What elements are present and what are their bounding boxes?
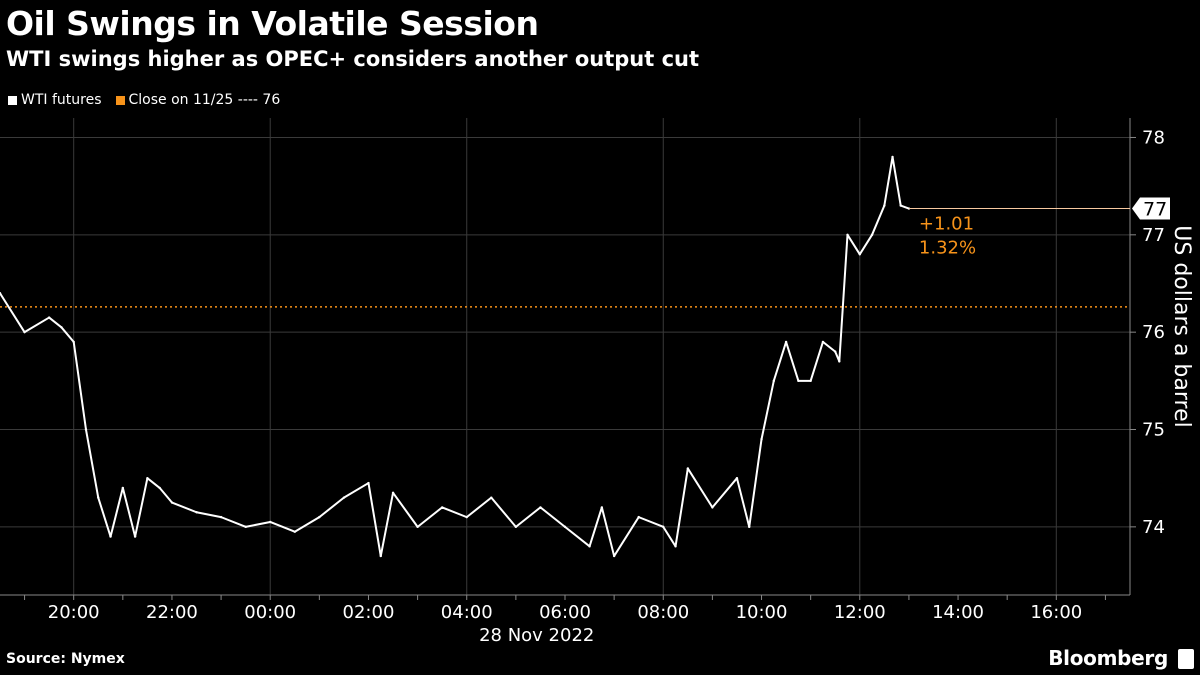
series-point-wti [23,330,26,334]
series-point-wti [170,501,174,504]
series-point-wti [838,360,841,363]
chart-subtitle: WTI swings higher as OPEC+ considers ano… [6,47,700,71]
series-point-wti [514,525,518,529]
series-point-wti [834,350,837,353]
series-point-wti [146,476,149,480]
legend: WTI futures Close on 11/25 ---- 76 [8,92,290,108]
brand-logo: Bloomberg [1048,646,1168,670]
series-point-wti [539,506,542,509]
series-point-wti [821,340,825,344]
series-point-wti [891,155,894,159]
series-point-wti [109,535,112,538]
series-point-wti [269,520,272,524]
series-point-wti [97,496,100,499]
change-abs-label: +1.01 [919,214,974,235]
x-tick-label: 14:00 [932,602,984,623]
series-point-wti [158,486,161,490]
series-point-wti [195,511,198,514]
series-point-wti [133,535,137,538]
source-note: Source: Nymex [6,651,125,667]
series-point-wti [899,204,902,207]
series-point-wti [772,379,776,383]
x-tick-label: 12:00 [834,602,886,623]
x-tick-label: 06:00 [539,602,591,623]
series-point-wti [600,506,604,509]
series-point-wti [588,545,591,548]
series-point-wti [244,525,247,529]
x-tick-label: 04:00 [441,602,493,623]
series-point-wti [379,554,382,558]
legend-label-close: Close on 11/25 ---- 76 [128,92,281,108]
change-pct-label: 1.32% [919,238,976,259]
legend-swatch-wti [8,95,17,105]
series-point-wti [465,515,468,519]
series-point-wti [60,326,63,329]
series-point-wti [0,292,2,295]
series-point-wti [686,467,690,470]
x-tick-label: 20:00 [48,602,100,623]
last-value-marker [1132,197,1170,220]
series-point-wti [637,515,640,519]
series-point-wti [121,486,125,490]
y-axis-title: US dollars a barrel [1169,225,1194,427]
series-point-wti [440,506,444,509]
series-point-wti [342,496,346,499]
series-point-wti [748,525,751,529]
series-point-wti [883,204,886,207]
x-tick-label: 08:00 [637,602,689,623]
legend-item-close: Close on 11/25 ---- 76 [115,92,281,108]
x-date-label: 28 Nov 2022 [479,625,594,646]
series-point-wti [760,438,763,441]
series-point-wti [391,491,395,494]
series-point-wti [490,496,493,499]
x-tick-label: 10:00 [736,602,788,623]
series-point-wti [367,481,370,485]
series-point-wti [72,340,75,344]
series-point-wti [711,506,714,509]
series-point-wti [674,545,677,548]
series-point-wti [662,525,665,529]
chart-title: Oil Swings in Volatile Session [6,4,539,43]
legend-swatch-close [115,95,125,105]
series-point-wti [84,428,88,431]
series-point-wti [858,253,861,256]
series-point-wti [563,525,567,529]
series-point-wti [784,340,788,344]
series-point-wti [219,515,223,519]
series-point-wti [318,515,321,519]
series-point-wti [809,379,812,383]
series-line-wti [0,155,910,558]
bloomberg-badge-icon [1178,649,1194,669]
y-tick-label: 75 [1142,420,1165,441]
series-point-wti [797,379,800,383]
y-tick-label: 77 [1142,225,1165,246]
series-point-wti [870,233,874,237]
x-tick-label: 16:00 [1030,602,1082,623]
series-point-wti [293,530,296,533]
series-point-wti [846,233,849,237]
series-point-wti [735,476,739,480]
series-point-wti [47,316,51,319]
x-tick-label: 22:00 [146,602,198,623]
legend-label-wti: WTI futures [21,92,102,108]
x-tick-label: 02:00 [343,602,395,623]
y-tick-label: 78 [1142,127,1165,148]
series-point-wti [416,525,419,529]
last-value-label: 77 [1143,199,1167,221]
y-tick-label: 74 [1142,517,1165,538]
legend-item-wti: WTI futures [8,92,102,108]
series-point-wti [612,554,616,558]
x-tick-label: 00:00 [244,602,296,623]
y-tick-label: 76 [1142,322,1165,343]
